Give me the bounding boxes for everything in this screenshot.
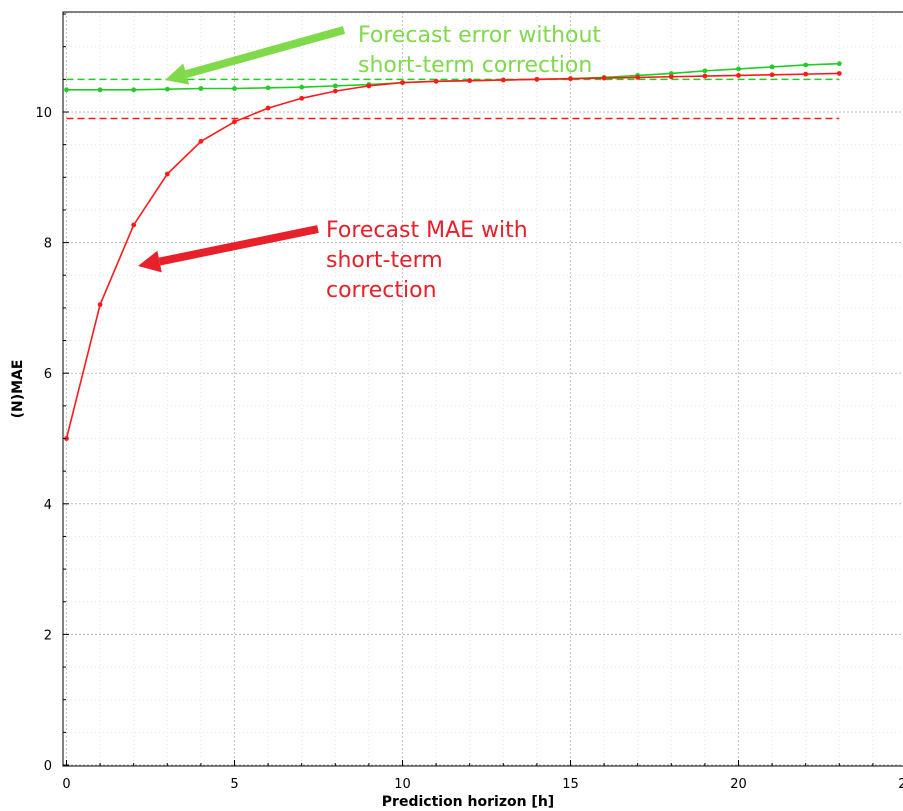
y-tick-label: 10: [35, 106, 52, 121]
data-point: [467, 78, 473, 84]
y-axis-title: (N)MAE: [10, 360, 26, 419]
data-point: [668, 74, 674, 80]
data-point: [736, 73, 741, 78]
data-point: [736, 66, 741, 72]
data-point: [769, 64, 775, 70]
data-point: [131, 87, 137, 93]
x-tick-label: 15: [562, 777, 579, 792]
data-point: [702, 68, 708, 74]
data-point: [400, 80, 405, 86]
data-point: [433, 78, 439, 84]
series-line: [65, 72, 840, 439]
data-point: [568, 76, 573, 82]
data-point: [635, 74, 641, 80]
data-point: [198, 138, 204, 144]
reference-lines: [66, 78, 840, 120]
red-annotation-text: correction: [326, 278, 437, 303]
data-point: [803, 62, 809, 68]
data-point: [769, 72, 775, 78]
data-point: [97, 87, 103, 93]
data-point: [97, 302, 103, 308]
y-tick-label: 2: [44, 628, 52, 643]
x-tick-label: 10: [394, 777, 411, 792]
data-point: [164, 171, 170, 177]
axes: 0 5 10 15 20 25 0 2 4 6 8 10: [35, 13, 903, 792]
data-point: [198, 86, 204, 91]
x-axis-title: Prediction horizon [h]: [382, 794, 554, 810]
grid: [63, 12, 903, 766]
data-point: [601, 75, 607, 81]
green-annotation-arrow: [165, 26, 346, 85]
data-point: [332, 83, 338, 89]
annotations: Forecast error without short-term correct…: [138, 23, 601, 303]
arrow-shaft: [185, 26, 346, 78]
data-point: [803, 71, 809, 77]
data-point: [232, 119, 237, 125]
y-tick-label: 6: [44, 367, 52, 382]
y-tick-label: 0: [44, 759, 52, 774]
y-tick-label: 4: [44, 498, 52, 513]
data-point: [836, 61, 842, 67]
series-layer: [64, 61, 842, 441]
data-point: [64, 87, 69, 93]
plot-frame: [62, 11, 903, 767]
data-point: [265, 105, 271, 111]
data-point: [265, 85, 271, 91]
arrow-head: [138, 250, 162, 273]
data-point: [500, 77, 506, 83]
data-point: [299, 84, 305, 90]
green-annotation-text: short-term correction: [358, 53, 592, 78]
data-point: [164, 86, 170, 92]
x-tick-label: 25: [898, 777, 903, 792]
red-annotation-arrow: [138, 225, 319, 273]
y-tick-label: 8: [44, 237, 52, 252]
data-point: [232, 86, 237, 91]
x-tick-label: 5: [230, 777, 238, 792]
x-tick-label: 0: [62, 777, 70, 792]
data-point: [299, 95, 305, 101]
red-annotation-text: short-term: [326, 248, 443, 273]
red-annotation-text: Forecast MAE with: [326, 218, 528, 243]
arrow-head: [165, 63, 190, 85]
data-point: [64, 436, 69, 441]
x-tick-label: 20: [730, 777, 747, 792]
green-annotation-text: Forecast error without: [358, 23, 601, 48]
arrow-shaft: [158, 225, 319, 266]
data-point: [332, 88, 338, 94]
data-point: [131, 222, 137, 228]
data-point: [534, 76, 540, 82]
data-point: [702, 73, 708, 79]
data-point: [836, 71, 842, 76]
data-point: [366, 83, 372, 89]
